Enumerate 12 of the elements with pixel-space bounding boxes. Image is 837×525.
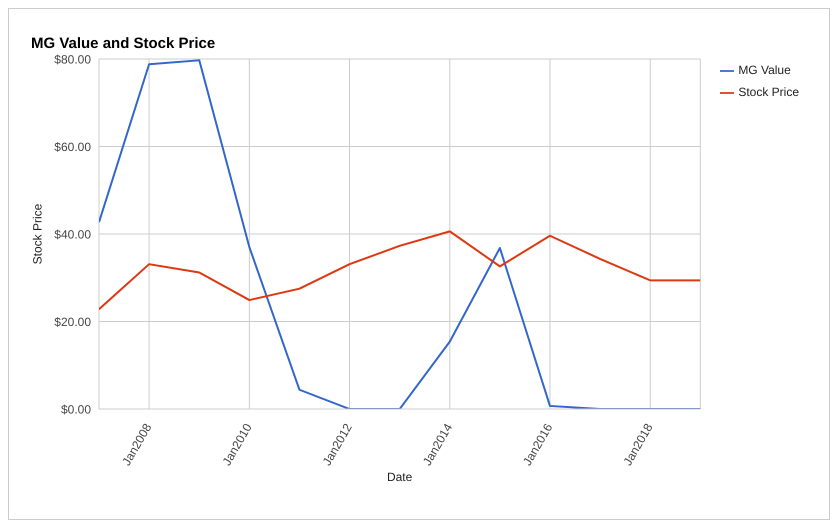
y-tick-label: $80.00 [54,52,92,66]
y-tick-label: $60.00 [54,140,92,154]
legend-label: MG Value [738,63,791,77]
y-tick-label: $0.00 [60,402,92,416]
y-tick-label: $20.00 [54,314,92,329]
y-axis-title: Stock Price [30,203,44,264]
legend-label: Stock Price [738,85,799,99]
x-axis-title: Date [386,470,413,484]
line-series [99,59,700,409]
line-series [99,230,700,310]
chart-title: MG Value and Stock Price [31,35,216,52]
y-tick-label: $40.00 [54,227,92,242]
